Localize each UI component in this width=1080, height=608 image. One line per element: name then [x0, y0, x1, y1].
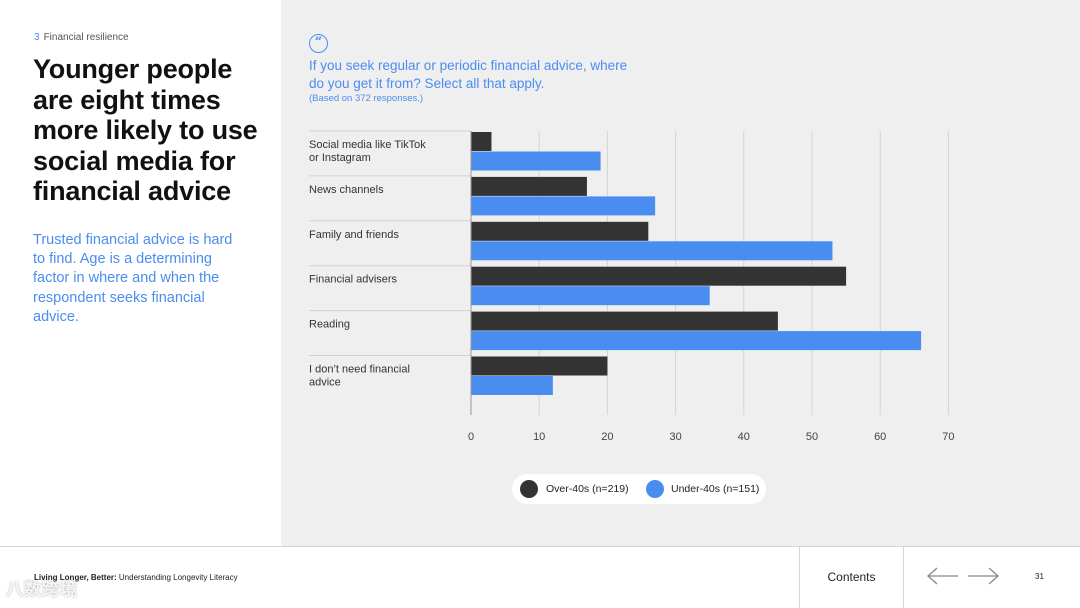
- previous-page-arrow-icon[interactable]: [926, 566, 960, 586]
- responses-note: (Based on 372 responses.): [309, 93, 424, 104]
- left-panel: 3 Financial resilience Younger people are…: [0, 0, 281, 546]
- report-title: Living Longer, Better: Understanding Lon…: [34, 573, 238, 582]
- report-title-rest: Understanding Longevity Literacy: [116, 573, 238, 582]
- page-number: 31: [1035, 572, 1044, 581]
- quote-icon: “: [309, 34, 328, 53]
- legend-label-over-40s: Over-40s (n=219): [546, 483, 629, 495]
- chart-legend: Over-40s (n=219) Under-40s (n=151): [512, 474, 766, 504]
- contents-link[interactable]: Contents: [799, 547, 904, 608]
- watermark: 八数跨境: [6, 580, 78, 599]
- next-page-arrow-icon[interactable]: [966, 566, 1000, 586]
- section-title: Financial resilience: [43, 32, 129, 43]
- legend-label-under-40s: Under-40s (n=151): [671, 483, 760, 495]
- intro-text: Trusted financial advice is hard to find…: [33, 232, 233, 325]
- section-label: 3 Financial resilience: [34, 32, 129, 43]
- legend-swatch-over-40s: [520, 480, 538, 498]
- page-headline: Younger people are eight times more like…: [33, 54, 258, 206]
- section-number: 3: [34, 32, 40, 43]
- report-title-bold: Living Longer, Better:: [34, 573, 117, 582]
- legend-swatch-under-40s: [646, 480, 664, 498]
- survey-question: If you seek regular or periodic financia…: [309, 58, 628, 91]
- footer: 八数跨境 Living Longer, Better: Understandin…: [0, 546, 1080, 608]
